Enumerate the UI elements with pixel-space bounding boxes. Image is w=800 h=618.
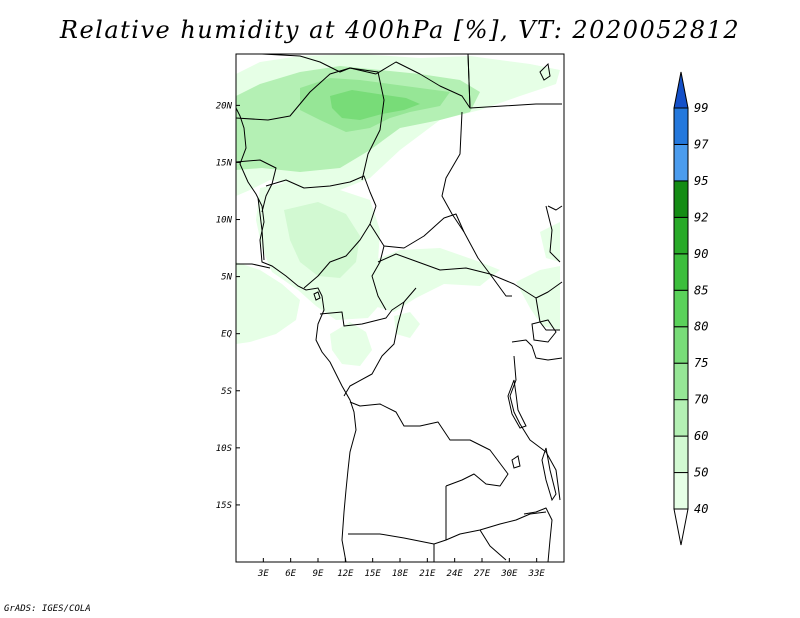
coastline-gulf-of-guinea bbox=[236, 263, 271, 269]
border-car-drc bbox=[377, 253, 512, 297]
x-tick-label: 3E bbox=[257, 569, 269, 579]
colorbar-label: 60 bbox=[694, 429, 708, 443]
colorbar-band bbox=[673, 216, 689, 255]
border-congo-drc bbox=[343, 301, 405, 397]
colorbar-top-arrow bbox=[673, 71, 689, 109]
y-tick-label: 5N bbox=[221, 273, 232, 283]
humidity-region-east-highland bbox=[540, 222, 560, 262]
x-tick-label: 9E bbox=[313, 569, 324, 579]
humidity-region-nigeria-inner bbox=[284, 202, 360, 278]
x-tick-label: 27E bbox=[474, 569, 491, 579]
humidity-region-east bbox=[516, 266, 560, 330]
lake-victoria bbox=[531, 319, 557, 343]
x-tick-label: 15E bbox=[365, 569, 382, 579]
colorbar-label: 50 bbox=[694, 466, 708, 480]
x-tick-label: 18E bbox=[392, 569, 409, 579]
x-tick-label: 21E bbox=[419, 569, 436, 579]
border-egypt-sudan bbox=[469, 103, 562, 109]
border-zambia-south bbox=[445, 511, 547, 541]
colorbar-band bbox=[673, 399, 689, 437]
grads-credit: GrADS: IGES/COLA bbox=[4, 604, 91, 614]
x-tick-label: 6E bbox=[285, 569, 296, 579]
border-algeria-niger bbox=[261, 54, 377, 75]
y-tick-label: 10N bbox=[216, 216, 233, 226]
colorbar-label: 92 bbox=[694, 210, 708, 224]
border-ethiopia bbox=[545, 205, 561, 263]
colorbar-label: 85 bbox=[694, 283, 708, 297]
humidity-region-congo bbox=[330, 322, 372, 366]
border-tanzania bbox=[509, 355, 561, 501]
humidity-region-west-coast bbox=[236, 262, 300, 344]
map-content bbox=[236, 54, 563, 562]
border-angola-zambia bbox=[433, 486, 447, 562]
colorbar: 40 50 60 70 75 80 85 90 92 95 97 99 bbox=[673, 71, 709, 546]
border-gabon-congo bbox=[319, 287, 417, 327]
border-car-chad bbox=[383, 213, 465, 249]
coast-red-sea bbox=[539, 62, 551, 81]
colorbar-bottom-arrow bbox=[673, 508, 689, 546]
colorbar-band bbox=[673, 326, 689, 364]
coastline-west-africa bbox=[236, 107, 357, 562]
x-tick-label: 12E bbox=[337, 569, 354, 579]
y-tick-label: 20N bbox=[216, 101, 233, 111]
border-drc-angola bbox=[349, 401, 509, 487]
border-cameroon-car bbox=[369, 223, 387, 311]
humidity-region-central bbox=[368, 248, 500, 312]
border-uganda-kenya bbox=[535, 297, 560, 331]
border-egypt-libya bbox=[467, 54, 471, 109]
lake-tanganyika bbox=[507, 379, 527, 429]
x-axis: 3E 6E 9E 12E 15E 18E 21E 24E 27E 30E 33E bbox=[257, 558, 545, 579]
colorbar-label: 70 bbox=[694, 393, 708, 407]
colorbar-band bbox=[673, 289, 689, 328]
y-tick-label: 10S bbox=[216, 444, 233, 454]
lake-malawi bbox=[541, 447, 557, 502]
y-tick-label: 5S bbox=[221, 387, 232, 397]
border-burkina bbox=[236, 159, 277, 213]
colorbar-band bbox=[673, 180, 689, 218]
lake-mweru bbox=[511, 455, 521, 469]
colorbar-band bbox=[673, 435, 689, 474]
colorbar-label: 99 bbox=[694, 101, 708, 115]
humidity-region-north-max bbox=[330, 90, 420, 120]
coastline-bioko bbox=[313, 291, 321, 301]
x-tick-label: 33E bbox=[528, 569, 546, 579]
y-tick-label: 15N bbox=[216, 158, 233, 168]
country-borders bbox=[236, 54, 563, 562]
map-title: Relative humidity at 400hPa [%], VT: 202… bbox=[59, 16, 741, 44]
colorbar-band bbox=[673, 107, 689, 145]
humidity-region-congo-2 bbox=[394, 312, 420, 338]
border-benin-togo bbox=[257, 197, 265, 261]
humidity-shading bbox=[236, 54, 560, 366]
colorbar-label: 95 bbox=[694, 174, 708, 188]
colorbar-label: 75 bbox=[694, 356, 708, 370]
x-tick-label: 24E bbox=[447, 569, 464, 579]
colorbar-label: 90 bbox=[694, 247, 708, 261]
border-mozambique bbox=[523, 507, 553, 562]
y-tick-label: 15S bbox=[216, 501, 233, 511]
border-rwanda-burundi bbox=[511, 339, 563, 361]
border-chad-sudan bbox=[441, 111, 491, 275]
border-zimbabwe bbox=[479, 529, 507, 561]
colorbar-label: 80 bbox=[694, 320, 708, 334]
colorbar-band bbox=[673, 143, 689, 182]
border-niger-nigeria bbox=[265, 175, 377, 207]
colorbar-label: 97 bbox=[694, 137, 709, 151]
colorbar-band bbox=[673, 362, 689, 401]
border-sudan-eritrea bbox=[547, 205, 563, 211]
x-tick-label: 30E bbox=[500, 569, 518, 579]
colorbar-label: 40 bbox=[694, 502, 708, 516]
y-axis: 20N 15N 10N 5N EQ 5S 10S 15S bbox=[216, 101, 240, 511]
border-namibia bbox=[348, 533, 435, 545]
colorbar-band bbox=[673, 253, 689, 291]
y-tick-label: EQ bbox=[221, 330, 232, 340]
colorbar-band bbox=[673, 472, 689, 510]
